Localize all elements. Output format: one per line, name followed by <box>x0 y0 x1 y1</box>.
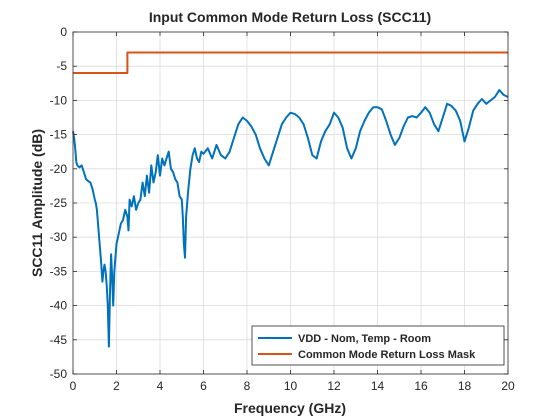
x-tick-label: 0 <box>70 379 77 393</box>
y-tick-label: -40 <box>50 299 68 313</box>
series-line-vdd-nom-room <box>72 89 509 348</box>
y-tick-label: -50 <box>50 367 68 381</box>
y-tick-label: -45 <box>50 333 68 347</box>
x-tick-label: 6 <box>200 379 207 393</box>
y-tick-label: -20 <box>50 162 68 176</box>
legend-label-vdd: VDD - Nom, Temp - Room <box>298 333 431 345</box>
x-tick-label: 20 <box>501 379 515 393</box>
y-tick-label: -25 <box>50 196 68 210</box>
x-tick-label: 4 <box>157 379 164 393</box>
x-tick-label: 14 <box>371 379 385 393</box>
y-tick-label: -10 <box>50 93 68 107</box>
x-tick-label: 16 <box>414 379 428 393</box>
series-line-return-loss-mask <box>73 51 508 74</box>
x-tick-label: 18 <box>458 379 472 393</box>
x-axis-label: Frequency (GHz) <box>234 400 346 416</box>
y-axis-label: SCC11 Amplitude (dB) <box>29 129 45 277</box>
axis-ticks: 0 2 4 6 8 10 12 14 16 18 20 0 -5 -10 -15 -20 -25 -30 -35 -4… <box>50 25 515 393</box>
y-tick-label: -30 <box>50 230 68 244</box>
legend: VDD - Nom, Temp - Room Common Mode Retur… <box>251 325 505 366</box>
legend-box <box>251 325 505 366</box>
x-tick-label: 8 <box>244 379 251 393</box>
y-tick-label: 0 <box>60 25 67 39</box>
x-tick-label: 10 <box>284 379 298 393</box>
chart-title: Input Common Mode Return Loss (SCC11) <box>149 9 431 25</box>
x-tick-label: 2 <box>113 379 120 393</box>
y-tick-label: -15 <box>50 128 68 142</box>
y-tick-label: -5 <box>56 59 67 73</box>
x-tick-label: 12 <box>327 379 341 393</box>
grid-lines <box>73 32 508 374</box>
legend-label-mask: Common Mode Return Loss Mask <box>298 349 476 361</box>
y-tick-label: -35 <box>50 264 68 278</box>
series-layer <box>72 51 509 348</box>
